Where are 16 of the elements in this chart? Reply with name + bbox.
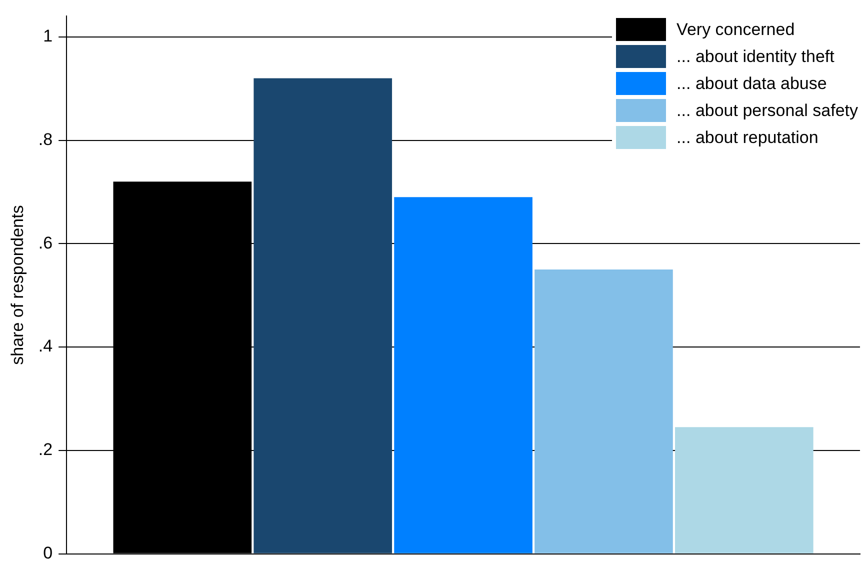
y-tick-label: 1: [43, 26, 53, 46]
y-tick-label: .4: [38, 336, 53, 356]
y-tick-label: .6: [38, 233, 53, 252]
legend-label: ... about personal safety: [676, 100, 858, 120]
legend-label: Very concerned: [676, 20, 795, 40]
legend-label: ... about data abuse: [676, 74, 827, 94]
y-tick-label: .2: [38, 440, 53, 460]
y-tick-label: 0: [43, 543, 53, 562]
legend-label: ... about reputation: [676, 128, 818, 148]
y-tick-label: .8: [38, 130, 53, 149]
bar: [534, 269, 673, 554]
legend-label: ... about identity theft: [676, 46, 834, 66]
bar: [254, 78, 392, 554]
bar: [394, 197, 532, 554]
bar: [674, 427, 814, 554]
y-axis-title: share of respondents: [8, 205, 27, 365]
